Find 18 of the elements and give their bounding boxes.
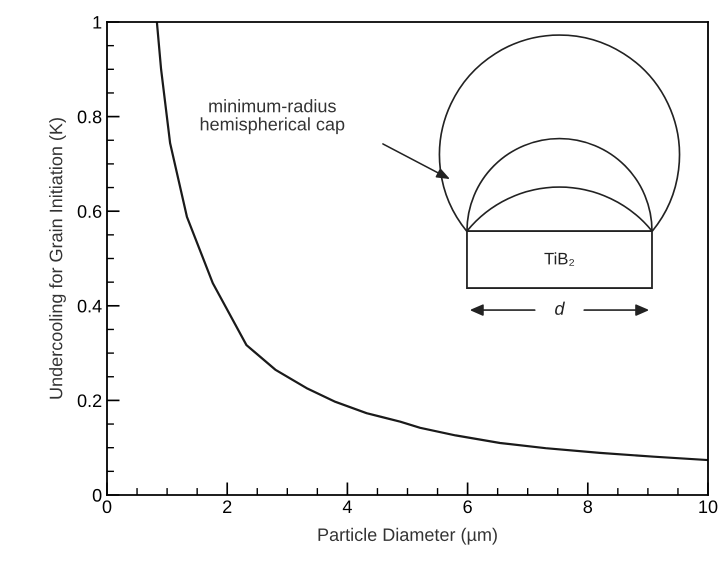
y-axis-title: Undercooling for Grain Initiation (K): [49, 118, 66, 399]
x-tick-label: 0: [102, 500, 112, 514]
annotation: d: [555, 302, 565, 315]
y-tick-label: 1: [93, 16, 102, 29]
y-tick-label: 0: [92, 488, 102, 502]
x-tick-label: 6: [463, 500, 472, 514]
x-tick-label: 4: [342, 500, 352, 513]
x-axis-title: Particle Diameter (µm): [318, 528, 497, 545]
y-tick-label: 0.4: [78, 300, 102, 313]
annotation: TiB₂: [544, 252, 574, 266]
x-tick-label: 8: [584, 500, 592, 514]
annotation: minimum-radius hemispherical cap: [200, 99, 344, 134]
y-tick-label: 0.8: [78, 110, 102, 124]
x-tick-label: 2: [223, 500, 232, 513]
y-tick-label: 0.6: [78, 205, 102, 218]
x-tick-label: 10: [699, 500, 718, 514]
y-tick-label: 0.2: [78, 394, 102, 408]
line-series: [156, 22, 708, 462]
